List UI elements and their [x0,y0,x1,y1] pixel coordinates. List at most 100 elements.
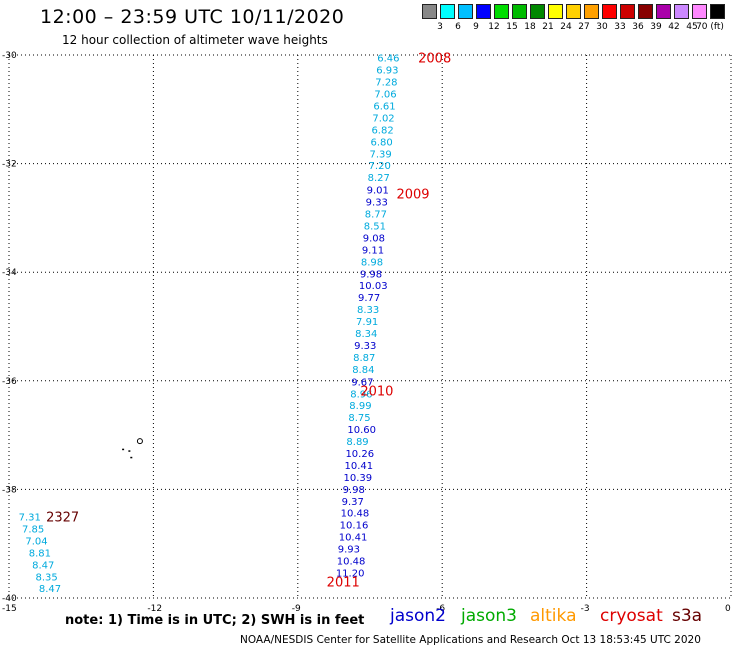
wave-height-value: 8.47 [39,584,61,595]
satellite-legend-altika: altika [530,606,577,626]
colorbar-label: 30 [596,22,608,32]
wave-height-value: 6.46 [377,54,399,65]
wave-height-value: 8.99 [349,401,371,412]
wave-height-value: 8.87 [353,353,375,364]
lon-tick-label: -15 [2,604,17,614]
colorbar-label: 70 (ft) [696,22,724,32]
wave-height-value: 8.33 [357,305,379,316]
colorbar-label: 9 [473,22,479,32]
wave-height-value: 7.85 [22,524,44,535]
track-time-labels: 2008 2009 2010 2011 2327 [46,52,451,591]
colorbar-label: 24 [560,22,572,32]
wave-height-value: 8.47 [32,560,54,571]
wave-height-value: 9.01 [367,186,389,197]
colorbar-swatch [692,4,707,19]
wave-height-value: 10.39 [344,473,373,484]
satellite-legend-s3a: s3a [672,606,703,626]
island-ring [136,438,143,445]
satellite-legend-jason3: jason3 [461,606,517,626]
wave-height-value: 9.33 [354,341,376,352]
track-time-label: 2008 [418,52,451,67]
wave-height-value: 10.16 [340,521,369,532]
wave-height-value: 10.48 [341,509,370,520]
wave-height-value: 9.08 [363,233,385,244]
track-time-label: 2010 [360,385,393,400]
island-dot [130,456,133,459]
colorbar-label: 15 [506,22,518,32]
island-dot [128,450,131,452]
lon-tick-label: -3 [581,604,590,614]
colorbar-swatch [638,4,653,19]
colorbar-swatch [548,4,563,19]
wave-height-value: 8.35 [35,572,57,583]
wave-height-value: 7.06 [374,90,396,101]
units-note: note: 1) Time is in UTC; 2) SWH is in fe… [65,613,365,628]
wave-height-value: 8.98 [361,257,383,268]
lon-tick-label: 0 [725,604,731,614]
satellite-legend-cryosat: cryosat [600,606,663,626]
wave-height-value: 8.27 [368,173,390,184]
wave-height-value: 10.41 [344,461,373,472]
wave-height-value: 9.77 [358,293,380,304]
colorbar-swatch [620,4,635,19]
colorbar-swatch [530,4,545,19]
page-subtitle: 12 hour collection of altimeter wave hei… [62,33,328,47]
wave-height-value: 10.48 [337,557,366,568]
island-markers [122,438,143,459]
colorbar-swatch [476,4,491,19]
colorbar-swatch [566,4,581,19]
wave-height-points: 6.466.937.287.066.617.026.826.807.397.20… [19,54,400,596]
wave-height-value: 9.98 [343,485,365,496]
lat-tick-label: -36 [2,377,17,387]
colorbar-swatch [710,4,725,19]
wave-height-value: 9.98 [360,269,382,280]
colorbar-label: 21 [542,22,554,32]
lat-tick-label: -32 [2,160,17,170]
colorbar-swatch [494,4,509,19]
colorbar-swatch [458,4,473,19]
wave-height-value: 9.33 [366,198,388,209]
wave-height-value: 8.77 [365,210,387,221]
wave-height-value: 6.61 [373,101,395,112]
wave-height-value: 7.28 [375,78,397,89]
wave-height-value: 9.93 [338,545,360,556]
wave-height-value: 9.11 [362,245,384,256]
wave-height-value: 9.37 [342,497,364,508]
colorbar-label: 42 [668,22,680,32]
lon-tick-label: -9 [292,604,301,614]
colorbar-label: 12 [488,22,500,32]
wave-height-value: 8.96 [350,389,372,400]
colorbar-swatch [440,4,455,19]
colorbar-label: 39 [650,22,662,32]
wave-height-value: 7.02 [372,113,394,124]
colorbar-label: 6 [455,22,461,32]
colorbar-label: 18 [524,22,536,32]
colorbar-swatch [674,4,689,19]
lon-tick-label: -12 [147,604,162,614]
wave-height-value: 10.03 [359,281,388,292]
wave-height-value: 7.91 [356,317,378,328]
wave-height-value: 9.67 [351,377,373,388]
wave-height-value: 6.93 [376,66,398,77]
wave-height-value: 8.84 [352,365,374,376]
track-time-label: 2327 [46,511,79,526]
wave-height-value: 10.41 [339,533,368,544]
wave-height-value: 8.75 [348,413,370,424]
page-title: 12:00 – 23:59 UTC 10/11/2020 [40,6,345,28]
track-time-label: 2011 [327,576,360,591]
satellite-legend-jason2: jason2 [390,606,446,626]
colorbar-swatch [512,4,527,19]
wave-height-value: 8.89 [346,437,368,448]
wave-height-value: 10.60 [347,425,376,436]
colorbar-label: 3 [437,22,443,32]
wave-height-value: 8.34 [355,329,377,340]
track-time-label: 2009 [396,187,429,202]
colorbar-label: 36 [632,22,644,32]
lat-tick-label: -40 [2,594,17,604]
colorbar-label: 27 [578,22,590,32]
colorbar-swatch [602,4,617,19]
colorbar-swatch [422,4,437,19]
credits-footer: NOAA/NESDIS Center for Satellite Applica… [240,634,701,646]
wave-height-value: 7.39 [370,149,392,160]
